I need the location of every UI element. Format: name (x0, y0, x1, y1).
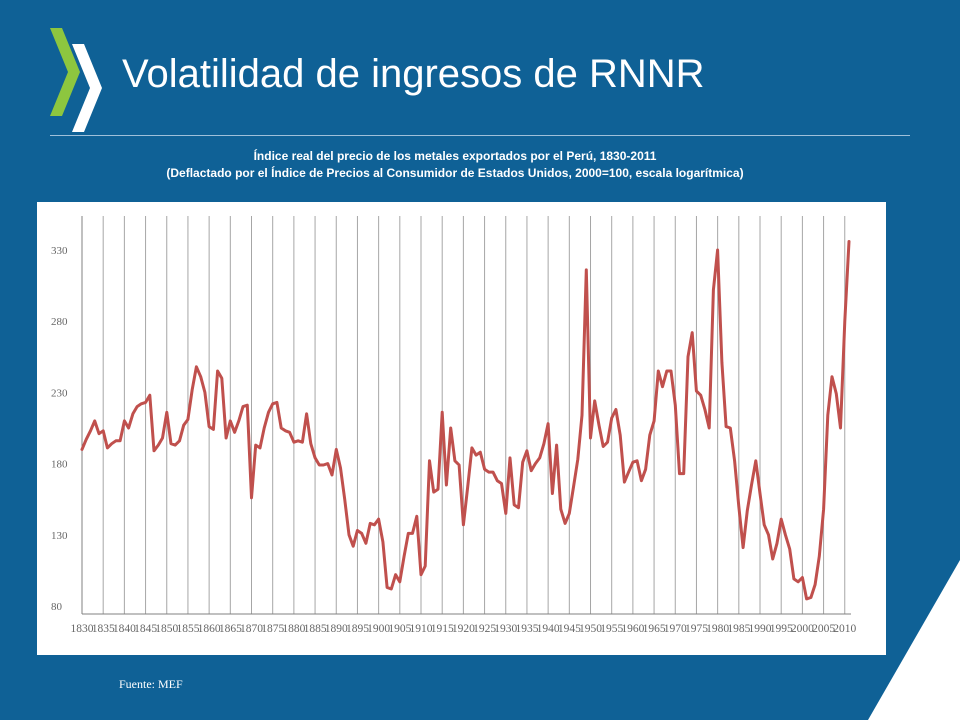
x-tick-label: 1960 (621, 623, 644, 635)
x-tick-label: 1990 (749, 623, 772, 635)
x-tick-label: 1895 (346, 623, 369, 635)
oecd-logo (50, 28, 102, 132)
x-tick-label: 1905 (388, 623, 411, 635)
series-line (80, 240, 851, 601)
x-tick-label: 1940 (537, 623, 560, 635)
logo-chevron-green (50, 28, 80, 116)
y-tick-label: 130 (51, 530, 68, 542)
x-tick-label: 2010 (833, 623, 856, 635)
y-tick-label: 180 (51, 459, 68, 471)
x-tick-label: 1945 (558, 623, 581, 635)
x-tick-label: 1840 (113, 623, 136, 635)
x-tick-label: 1865 (219, 623, 242, 635)
x-tick-label: 1925 (473, 623, 496, 635)
x-tick-label: 1910 (410, 623, 433, 635)
page-title: Volatilidad de ingresos de RNNR (122, 52, 705, 96)
x-tick-label: 2000 (791, 623, 814, 635)
x-tick-label: 1890 (325, 623, 348, 635)
x-tick-label: 1860 (198, 623, 221, 635)
x-tick-label: 1915 (431, 623, 454, 635)
y-tick-label: 230 (51, 387, 68, 399)
x-tick-label: 1965 (643, 623, 666, 635)
x-tick-label: 1900 (367, 623, 390, 635)
x-tick-label: 1855 (176, 623, 199, 635)
y-tick-label: 280 (51, 316, 68, 328)
x-tick-label: 1935 (515, 623, 538, 635)
x-tick-label: 1950 (579, 623, 602, 635)
x-tick-label: 1975 (685, 623, 708, 635)
y-tick-label: 80 (51, 601, 63, 613)
x-tick-label: 1875 (261, 623, 284, 635)
x-tick-label: 1985 (727, 623, 750, 635)
x-tick-label: 1970 (664, 623, 687, 635)
y-tick-label: 330 (51, 245, 68, 257)
x-tick-label: 1885 (304, 623, 327, 635)
x-tick-label: 2005 (812, 623, 835, 635)
x-tick-label: 1930 (494, 623, 517, 635)
chart-area: 80 130 180 230 280 330 1830 1835 1840 1845 1850 185… (37, 202, 886, 655)
chart-subtitle: (Deflactado por el Índice de Precios al … (166, 166, 744, 180)
x-tick-label: 1830 (71, 623, 94, 635)
chart-title: Índice real del precio de los metales ex… (253, 149, 657, 163)
x-tick-label: 1870 (240, 623, 263, 635)
x-tick-label: 1835 (92, 623, 115, 635)
x-tick-label: 1880 (282, 623, 305, 635)
source-note: Fuente: MEF (119, 677, 183, 691)
chart-svg: 80 130 180 230 280 330 18301835184018451850185… (51, 216, 857, 635)
title-divider (50, 135, 910, 136)
x-tick-label: 1995 (770, 623, 793, 635)
x-tick-label: 1920 (452, 623, 475, 635)
x-tick-label: 1850 (155, 623, 178, 635)
x-tick-label: 1955 (600, 623, 623, 635)
x-tick-label: 1845 (134, 623, 157, 635)
x-tick-label: 1980 (706, 623, 729, 635)
logo-chevron-white (72, 44, 102, 132)
